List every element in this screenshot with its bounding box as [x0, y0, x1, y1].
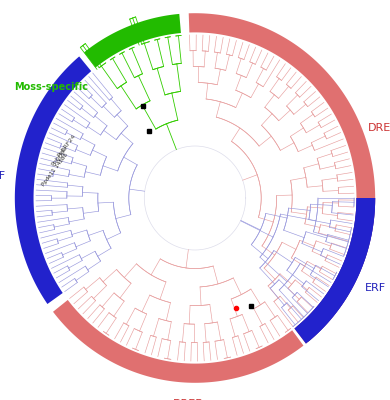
- Text: DREB: DREB: [368, 122, 390, 132]
- Text: Moss-specific: Moss-specific: [14, 82, 88, 92]
- Text: ERF: ERF: [0, 172, 6, 182]
- Polygon shape: [189, 13, 375, 344]
- Text: DREB: DREB: [172, 399, 204, 400]
- Polygon shape: [53, 300, 303, 383]
- Text: Ppde11 14886: Ppde11 14886: [41, 152, 69, 188]
- Polygon shape: [84, 14, 181, 68]
- Text: Ppbride: Ppbride: [51, 145, 69, 167]
- Text: ERF: ERF: [365, 283, 386, 293]
- Polygon shape: [294, 198, 375, 344]
- Polygon shape: [15, 56, 91, 304]
- Text: PpERF24: PpERF24: [57, 134, 77, 158]
- Polygon shape: [297, 198, 375, 342]
